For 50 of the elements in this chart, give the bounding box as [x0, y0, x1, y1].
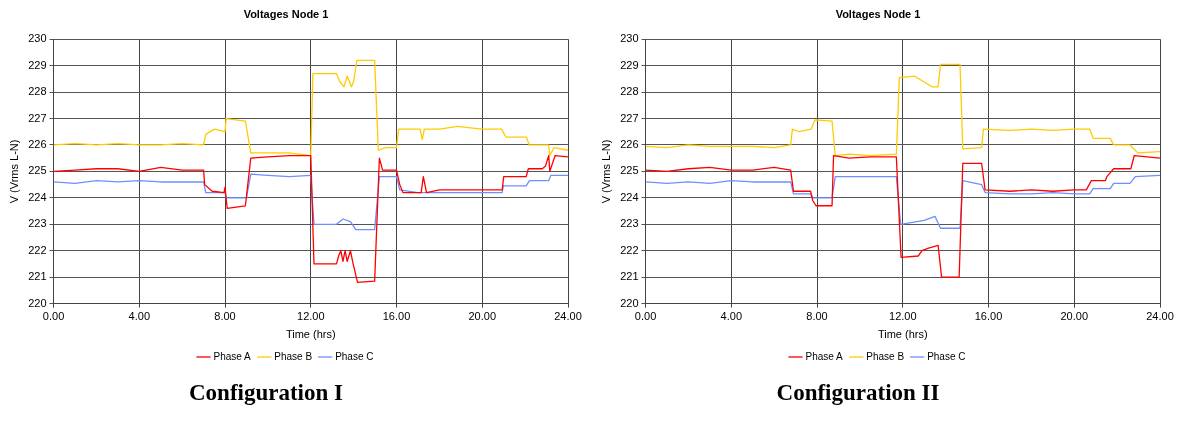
y-tick-label: 224	[620, 190, 639, 203]
y-tick-label: 228	[620, 85, 639, 98]
x-tick-label: 8.00	[806, 310, 828, 323]
legend-label: Phase A	[805, 350, 844, 362]
legend-label: Phase B	[866, 350, 905, 362]
legend-label: Phase C	[927, 350, 966, 362]
x-tick-label: 4.00	[128, 310, 151, 323]
y-axis-title: V (Vrms L-N)	[599, 139, 612, 204]
x-tick-label: 20.00	[468, 310, 497, 323]
chart-title: Voltages Node 1	[243, 7, 329, 20]
x-tick-label: 0.00	[42, 310, 65, 323]
x-tick-label: 4.00	[720, 310, 743, 323]
x-tick-label: 20.00	[1060, 310, 1089, 323]
y-tick-label: 225	[620, 164, 639, 177]
x-tick-label: 16.00	[382, 310, 411, 323]
y-tick-label: 230	[28, 32, 47, 45]
legend-label: Phase B	[274, 350, 313, 362]
x-tick-label: 12.00	[889, 310, 917, 323]
x-tick-label: 16.00	[974, 310, 1003, 323]
y-tick-label: 222	[620, 243, 639, 256]
legend-label: Phase C	[335, 350, 374, 362]
y-tick-label: 220	[28, 296, 47, 309]
legend-label: Phase A	[213, 350, 252, 362]
x-axis-title: Time (hrs)	[877, 328, 928, 341]
chart-title: Voltages Node 1	[835, 7, 921, 20]
y-tick-label: 227	[28, 111, 47, 124]
y-tick-label: 226	[28, 137, 47, 150]
y-tick-label: 228	[28, 85, 47, 98]
y-tick-label: 229	[620, 58, 639, 71]
x-tick-label: 0.00	[634, 310, 657, 323]
y-tick-label: 226	[620, 137, 639, 150]
y-tick-label: 223	[28, 217, 47, 230]
text: Configuration II	[775, 380, 941, 406]
y-tick-label: 230	[620, 32, 639, 45]
x-tick-label: 12.00	[297, 310, 325, 323]
y-tick-label: 227	[620, 111, 639, 124]
x-axis-title: Time (hrs)	[285, 328, 336, 341]
y-tick-label: 229	[28, 58, 47, 71]
x-tick-label: 8.00	[214, 310, 236, 323]
x-tick-label: 24.00	[554, 310, 582, 323]
y-tick-label: 223	[620, 217, 639, 230]
y-tick-label: 221	[620, 270, 639, 283]
y-tick-label: 220	[620, 296, 639, 309]
x-tick-label: 24.00	[1146, 310, 1174, 323]
y-tick-label: 225	[28, 164, 47, 177]
y-tick-label: 224	[28, 190, 47, 203]
y-tick-label: 222	[28, 243, 47, 256]
y-axis-title: V (Vrms L-N)	[7, 139, 20, 204]
y-tick-label: 221	[28, 270, 47, 283]
text: Configuration I	[188, 380, 344, 406]
